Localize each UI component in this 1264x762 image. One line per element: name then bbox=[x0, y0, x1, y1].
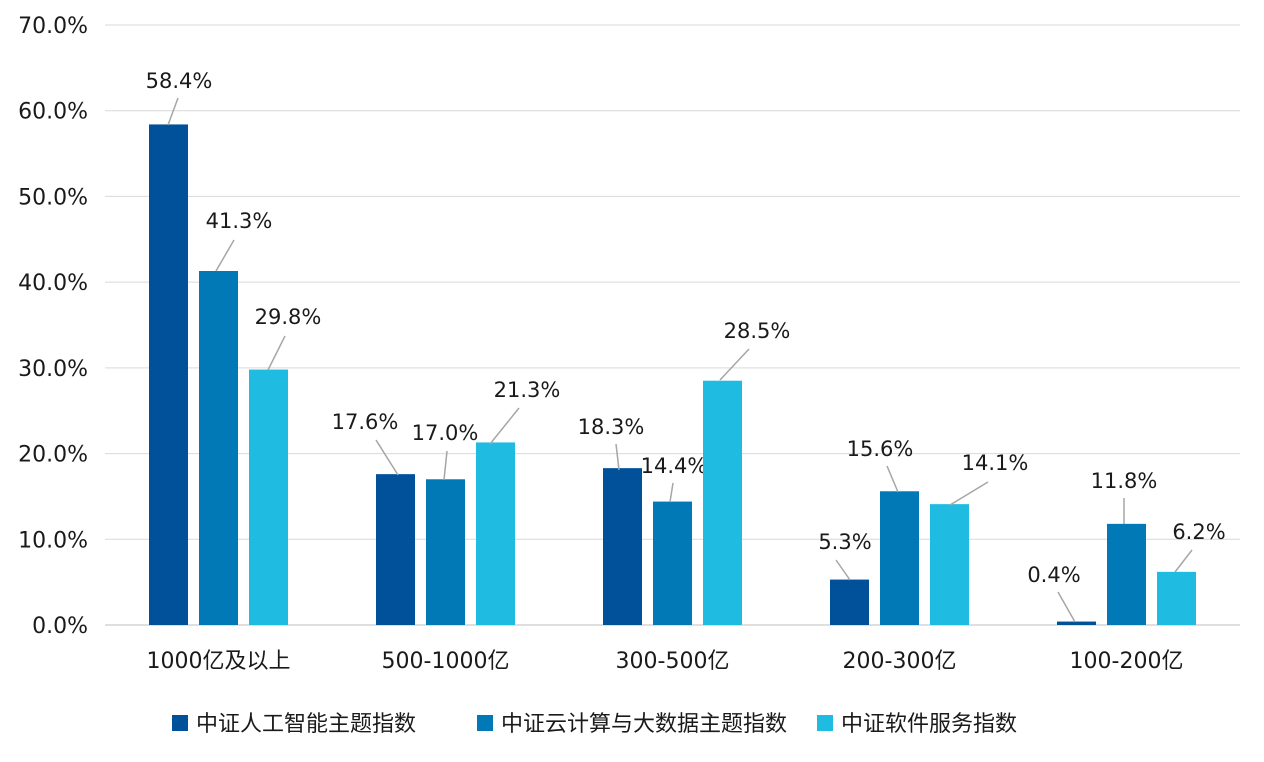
data-label: 18.3% bbox=[578, 415, 645, 439]
leader-line bbox=[949, 481, 989, 506]
legend-label: 中证人工智能主题指数 bbox=[196, 712, 416, 737]
data-label: 14.4% bbox=[641, 454, 708, 478]
bar bbox=[376, 474, 415, 625]
bar bbox=[830, 579, 869, 625]
data-label: 5.3% bbox=[818, 530, 871, 554]
leader-line bbox=[669, 482, 674, 503]
leader-line bbox=[835, 559, 851, 581]
bar bbox=[1057, 621, 1096, 625]
bar bbox=[653, 501, 692, 625]
y-tick-label: 30.0% bbox=[18, 357, 88, 382]
leader-line bbox=[719, 348, 750, 381]
leader-line bbox=[375, 439, 399, 476]
x-tick-label: 1000亿及以上 bbox=[147, 649, 291, 674]
leader-line bbox=[1057, 591, 1076, 623]
y-tick-label: 50.0% bbox=[18, 185, 88, 210]
y-tick-label: 60.0% bbox=[18, 100, 88, 125]
data-label: 11.8% bbox=[1091, 469, 1158, 493]
leader-line bbox=[886, 465, 899, 493]
leader-line bbox=[443, 450, 448, 481]
legend-swatch bbox=[172, 715, 188, 731]
data-label: 29.8% bbox=[255, 305, 322, 329]
data-label: 58.4% bbox=[146, 69, 213, 93]
bar bbox=[249, 369, 288, 625]
data-label: 6.2% bbox=[1172, 520, 1225, 544]
bar bbox=[149, 124, 188, 625]
bar bbox=[1157, 571, 1196, 625]
bar bbox=[880, 491, 919, 625]
x-tick-label: 200-300亿 bbox=[843, 649, 957, 674]
bar bbox=[476, 442, 515, 625]
y-tick-label: 10.0% bbox=[18, 528, 88, 553]
legend-swatch bbox=[477, 715, 493, 731]
data-label: 14.1% bbox=[962, 451, 1029, 475]
y-tick-label: 20.0% bbox=[18, 443, 88, 468]
bar bbox=[603, 468, 642, 625]
y-tick-label: 70.0% bbox=[18, 14, 88, 39]
leader-line bbox=[615, 443, 620, 471]
data-label: 17.6% bbox=[332, 410, 399, 434]
data-label: 0.4% bbox=[1027, 563, 1080, 587]
data-label: 41.3% bbox=[206, 209, 273, 233]
leader-line bbox=[215, 239, 235, 272]
bar bbox=[930, 504, 969, 625]
x-tick-label: 500-1000亿 bbox=[382, 649, 510, 674]
legend-label: 中证云计算与大数据主题指数 bbox=[501, 712, 787, 737]
bar bbox=[199, 271, 238, 625]
data-label: 28.5% bbox=[724, 319, 791, 343]
bar bbox=[1107, 523, 1146, 625]
data-label: 17.0% bbox=[412, 421, 479, 445]
leader-line bbox=[267, 335, 286, 371]
legend-swatch bbox=[817, 715, 833, 731]
leader-line bbox=[1174, 549, 1193, 573]
x-tick-label: 100-200亿 bbox=[1070, 649, 1184, 674]
data-label: 21.3% bbox=[494, 378, 561, 402]
bar bbox=[426, 479, 465, 625]
bar bbox=[703, 380, 742, 625]
leader-line bbox=[167, 97, 179, 126]
data-label: 15.6% bbox=[847, 437, 914, 461]
legend-label: 中证软件服务指数 bbox=[841, 712, 1017, 737]
x-tick-label: 300-500亿 bbox=[616, 649, 730, 674]
y-tick-label: 40.0% bbox=[18, 271, 88, 296]
y-tick-label: 0.0% bbox=[32, 614, 88, 639]
leader-line bbox=[489, 407, 520, 445]
